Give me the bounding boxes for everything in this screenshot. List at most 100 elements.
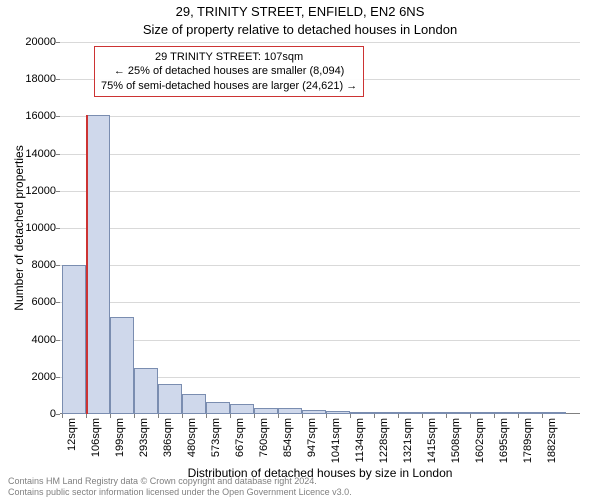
plot-area	[60, 42, 580, 414]
histogram-bar	[494, 412, 518, 414]
x-tick-mark	[86, 414, 87, 418]
histogram-bar	[206, 402, 230, 414]
histogram-bar	[254, 408, 278, 415]
histogram-bar	[302, 410, 326, 414]
x-tick-mark	[302, 414, 303, 418]
histogram-bar	[398, 412, 422, 414]
x-tick-mark	[446, 414, 447, 418]
x-tick-mark	[158, 414, 159, 418]
x-tick-label: 480sqm	[186, 418, 198, 478]
x-tick-mark	[518, 414, 519, 418]
gridline-h	[60, 228, 580, 229]
histogram-bar	[158, 384, 182, 414]
x-tick-label: 1508sqm	[450, 418, 462, 478]
chart-title-line1: 29, TRINITY STREET, ENFIELD, EN2 6NS	[0, 4, 600, 19]
y-tick-label: 4000	[6, 334, 56, 346]
highlight-marker	[86, 115, 88, 414]
y-tick-label: 0	[6, 408, 56, 420]
x-tick-mark	[182, 414, 183, 418]
footer-line-2: Contains public sector information licen…	[8, 487, 352, 498]
gridline-h	[60, 265, 580, 266]
x-tick-label: 1695sqm	[498, 418, 510, 478]
x-tick-mark	[326, 414, 327, 418]
x-tick-label: 1602sqm	[474, 418, 486, 478]
annotation-box: 29 TRINITY STREET: 107sqm ← 25% of detac…	[94, 46, 364, 97]
histogram-bar	[374, 412, 398, 414]
x-tick-label: 1321sqm	[402, 418, 414, 478]
histogram-bar	[278, 408, 302, 414]
x-tick-mark	[110, 414, 111, 418]
y-tick-mark	[56, 42, 60, 43]
gridline-h	[60, 116, 580, 117]
x-tick-mark	[254, 414, 255, 418]
x-tick-label: 1789sqm	[522, 418, 534, 478]
histogram-bar	[110, 317, 134, 414]
y-tick-label: 10000	[6, 222, 56, 234]
x-tick-label: 1882sqm	[546, 418, 558, 478]
x-tick-label: 386sqm	[162, 418, 174, 478]
y-tick-mark	[56, 340, 60, 341]
histogram-bar	[518, 412, 542, 414]
x-tick-mark	[374, 414, 375, 418]
y-tick-label: 16000	[6, 110, 56, 122]
x-tick-label: 1228sqm	[378, 418, 390, 478]
histogram-bar	[86, 115, 110, 414]
x-tick-mark	[62, 414, 63, 418]
histogram-bar	[542, 412, 566, 414]
x-tick-mark	[542, 414, 543, 418]
footer-attribution: Contains HM Land Registry data © Crown c…	[8, 476, 352, 498]
y-tick-label: 18000	[6, 73, 56, 85]
x-tick-label: 1134sqm	[354, 418, 366, 478]
y-tick-mark	[56, 116, 60, 117]
x-tick-label: 293sqm	[138, 418, 150, 478]
x-tick-mark	[398, 414, 399, 418]
chart-subtitle: Size of property relative to detached ho…	[0, 22, 600, 37]
x-tick-mark	[470, 414, 471, 418]
y-tick-mark	[56, 302, 60, 303]
histogram-bar	[422, 412, 446, 414]
y-tick-mark	[56, 228, 60, 229]
y-tick-label: 2000	[6, 371, 56, 383]
histogram-bar	[470, 412, 494, 414]
x-tick-label: 947sqm	[306, 418, 318, 478]
y-tick-mark	[56, 154, 60, 155]
x-tick-mark	[134, 414, 135, 418]
histogram-bar	[182, 394, 206, 414]
x-tick-label: 760sqm	[258, 418, 270, 478]
x-tick-label: 854sqm	[282, 418, 294, 478]
histogram-bar	[350, 412, 374, 414]
y-tick-mark	[56, 191, 60, 192]
x-tick-mark	[278, 414, 279, 418]
x-tick-label: 573sqm	[210, 418, 222, 478]
x-tick-label: 199sqm	[114, 418, 126, 478]
x-tick-mark	[230, 414, 231, 418]
histogram-bar	[446, 412, 470, 414]
histogram-bar	[134, 368, 158, 415]
y-tick-mark	[56, 265, 60, 266]
y-tick-label: 8000	[6, 259, 56, 271]
histogram-bar	[326, 411, 350, 414]
x-tick-label: 106sqm	[90, 418, 102, 478]
gridline-h	[60, 340, 580, 341]
histogram-bar	[230, 404, 254, 414]
x-tick-mark	[422, 414, 423, 418]
x-tick-mark	[494, 414, 495, 418]
y-tick-mark	[56, 377, 60, 378]
x-tick-label: 1415sqm	[426, 418, 438, 478]
y-tick-label: 14000	[6, 148, 56, 160]
annotation-line-1: 29 TRINITY STREET: 107sqm	[101, 50, 357, 64]
annotation-line-2: ← 25% of detached houses are smaller (8,…	[101, 64, 357, 78]
gridline-h	[60, 302, 580, 303]
gridline-h	[60, 191, 580, 192]
y-tick-mark	[56, 414, 60, 415]
footer-line-1: Contains HM Land Registry data © Crown c…	[8, 476, 352, 487]
x-tick-label: 667sqm	[234, 418, 246, 478]
x-tick-label: 1041sqm	[330, 418, 342, 478]
x-tick-mark	[350, 414, 351, 418]
y-tick-label: 12000	[6, 185, 56, 197]
y-tick-mark	[56, 79, 60, 80]
y-tick-label: 6000	[6, 296, 56, 308]
x-tick-mark	[206, 414, 207, 418]
x-tick-label: 12sqm	[66, 418, 78, 478]
gridline-h	[60, 42, 580, 43]
